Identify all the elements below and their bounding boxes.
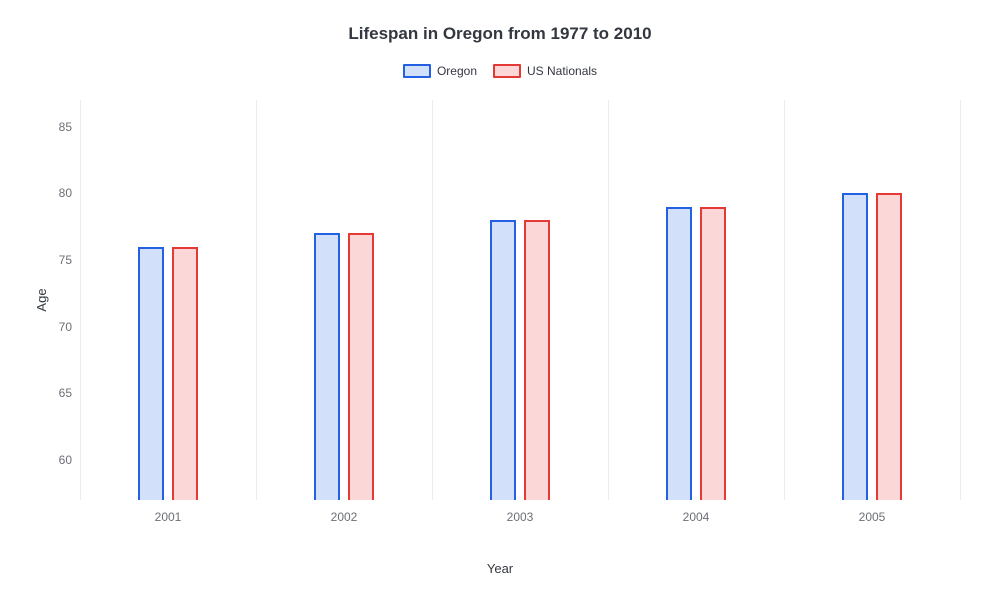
legend-swatch-us <box>493 64 521 78</box>
grid-line-vertical <box>432 100 433 500</box>
bar <box>842 193 868 500</box>
bar <box>876 193 902 500</box>
legend-label-us: US Nationals <box>527 64 597 78</box>
bar <box>172 247 198 500</box>
legend: Oregon US Nationals <box>0 64 1000 78</box>
chart-title: Lifespan in Oregon from 1977 to 2010 <box>0 24 1000 44</box>
y-tick-label: 80 <box>59 186 72 200</box>
x-tick-label: 2004 <box>683 510 710 524</box>
bar <box>490 220 516 500</box>
x-axis-title: Year <box>0 561 1000 576</box>
bar <box>700 207 726 500</box>
chart-container: Lifespan in Oregon from 1977 to 2010 Ore… <box>0 0 1000 600</box>
x-tick-label: 2001 <box>155 510 182 524</box>
grid-line-vertical <box>608 100 609 500</box>
y-tick-label: 75 <box>59 253 72 267</box>
y-axis-title: Age <box>34 288 49 311</box>
bar <box>138 247 164 500</box>
y-tick-label: 70 <box>59 320 72 334</box>
y-tick-label: 85 <box>59 120 72 134</box>
y-tick-label: 60 <box>59 453 72 467</box>
x-tick-label: 2002 <box>331 510 358 524</box>
grid-line-vertical <box>960 100 961 500</box>
grid-line-vertical <box>80 100 81 500</box>
x-tick-label: 2005 <box>859 510 886 524</box>
x-tick-label: 2003 <box>507 510 534 524</box>
plot-area: 60657075808520012002200320042005 <box>80 100 960 500</box>
bar <box>348 233 374 500</box>
bar <box>524 220 550 500</box>
bar <box>314 233 340 500</box>
grid-line-vertical <box>256 100 257 500</box>
legend-swatch-oregon <box>403 64 431 78</box>
legend-item-us: US Nationals <box>493 64 597 78</box>
bar <box>666 207 692 500</box>
grid-line-vertical <box>784 100 785 500</box>
y-tick-label: 65 <box>59 386 72 400</box>
legend-item-oregon: Oregon <box>403 64 477 78</box>
legend-label-oregon: Oregon <box>437 64 477 78</box>
